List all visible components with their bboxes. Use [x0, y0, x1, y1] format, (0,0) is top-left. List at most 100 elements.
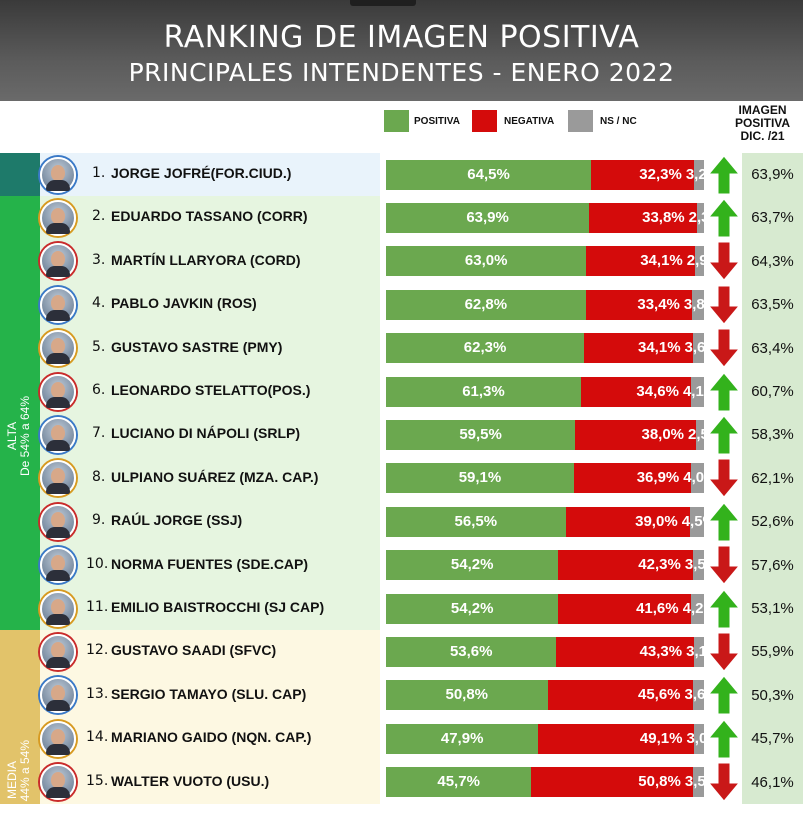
negativa-value-label: 34,1% — [638, 339, 681, 357]
stacked-bar: 63,9% 33,8%2,3% — [386, 203, 704, 234]
bar-segment-positiva — [386, 767, 532, 798]
mayor-name: EDUARDO TASSANO (CORR) — [111, 208, 308, 225]
nsnc-value-label: 3,6% — [684, 339, 704, 357]
trend-down-arrow-icon — [708, 458, 740, 499]
avatar-face — [51, 555, 65, 572]
bar-segment-negativa — [547, 680, 693, 711]
bar-segment-negativa — [575, 420, 697, 451]
bar-segment-nsnc — [694, 723, 704, 754]
negativa-value-label: 38,0% — [641, 426, 685, 444]
rank-number: 2. — [92, 208, 106, 225]
mayor-name: EMILIO BAISTROCCHI (SJ CAP) — [111, 599, 325, 615]
previous-value: 53,1% — [742, 587, 803, 631]
nsnc-value-label: 4,0% — [683, 469, 704, 487]
trend-up-arrow-icon — [708, 502, 740, 542]
trend-up-arrow-icon — [708, 154, 740, 195]
stacked-bar: 64,5% 32,3%3,2% — [386, 159, 704, 190]
rank-number: 12. — [86, 642, 109, 659]
bar-segment-positiva — [386, 463, 574, 494]
bar-segment-negativa — [585, 289, 692, 320]
avatar-shoulders — [46, 613, 70, 625]
ranking-row: 7. LUCIANO DI NÁPOLI (SRLP) 59,5% 38,0%2,5%… — [0, 413, 803, 457]
rank-number: 10. — [86, 555, 109, 572]
avatar-shoulders — [46, 353, 70, 365]
rank-number: 7. — [92, 425, 106, 442]
bar-segment-nsnc — [691, 289, 704, 320]
nsnc-value-label: 3,5% — [684, 556, 704, 574]
group-band-media — [0, 630, 40, 804]
previous-value: 64,3% — [742, 239, 803, 284]
stacked-bar: 62,8% 33,4%3,8% — [386, 289, 704, 320]
bar-segment-negativa — [531, 767, 693, 798]
bar-segment-negativa — [580, 376, 691, 407]
avatar — [40, 634, 76, 671]
bar-segment-positiva — [386, 637, 557, 668]
avatar-face — [51, 338, 65, 355]
bar-segment-positiva — [386, 246, 587, 277]
nsnc-value-label: 3,0% — [686, 729, 704, 747]
rank-number: 6. — [92, 382, 106, 398]
avatar — [40, 590, 76, 627]
bar-segment-nsnc — [692, 333, 704, 364]
bar-segment-negativa — [586, 246, 695, 277]
stacked-bar: 54,2% 42,3%3,5% — [386, 550, 704, 581]
bar-segment-positiva — [386, 203, 590, 234]
stacked-bar: 59,1% 36,9%4,0% — [386, 463, 704, 494]
avatar-face — [51, 381, 65, 398]
stacked-bar: 62,3% 34,1%3,6% — [386, 333, 704, 364]
group-background-alta — [40, 196, 380, 631]
mayor-name: JORGE JOFRÉ(FOR.CIUD.) — [111, 165, 292, 181]
avatar-face — [51, 511, 65, 528]
rank-number: 14. — [86, 729, 109, 746]
negativa-value-label: 43,3% — [639, 643, 683, 661]
positiva-value-label: 59,5% — [459, 426, 502, 444]
nsnc-value-label: 3,5% — [684, 773, 704, 791]
legend-swatch-negativa — [472, 110, 497, 132]
bar-segment-nsnc — [692, 550, 704, 581]
bar-segment-nsnc — [689, 506, 704, 537]
negativa-value-label: 50,8% — [638, 773, 681, 791]
negativa-value-label: 33,4% — [637, 295, 680, 313]
negativa-value-label: 34,6% — [636, 382, 679, 400]
nsnc-value-label: 3,8% — [683, 295, 704, 313]
mayor-name: NORMA FUENTES (SDE.CAP) — [111, 555, 309, 572]
avatar-face — [51, 164, 65, 181]
avatar-shoulders — [46, 309, 70, 321]
bar-segment-negativa — [558, 593, 691, 624]
avatar-face — [51, 251, 65, 268]
negativa-value-label: 42,3% — [638, 556, 681, 574]
legend-label-negativa: NEGATIVA — [504, 116, 555, 127]
ranking-row: 5. GUSTAVO SASTRE (PMY) 62,3% 34,1%3,6% 63,4… — [0, 326, 803, 370]
bar-segment-positiva — [386, 506, 566, 537]
mayor-name: WALTER VUOTO (USU.) — [111, 772, 270, 789]
arrow-shape — [708, 545, 740, 586]
ranking-row: 14. MARIANO GAIDO (NQN. CAP.) 47,9% 49,1% 3,… — [0, 717, 803, 761]
previous-column-header: IMAGEN POSITIVA DIC. /21 — [722, 104, 803, 143]
bar-segment-positiva — [386, 550, 559, 581]
previous-header-line-2: POSITIVA — [734, 116, 791, 130]
trend-down-arrow-icon — [708, 762, 740, 803]
mayor-name: SERGIO TAMAYO (SLU. CAP) — [111, 685, 307, 702]
bar-segment-positiva — [386, 159, 592, 190]
positiva-value-label: 56,5% — [454, 512, 498, 530]
nsnc-value-label: 2,3% — [688, 209, 704, 227]
nsnc-value-label: 4,2% — [682, 599, 704, 617]
mayor-name: LUCIANO DI NÁPOLI (SRLP) — [111, 425, 300, 442]
avatar-shoulders — [46, 700, 70, 712]
ranking-row: 8. ULPIANO SUÁREZ (MZA. CAP.) 59,1% 36,9% 4,… — [0, 456, 803, 501]
trend-down-arrow-icon — [708, 241, 740, 282]
avatar-face — [51, 294, 65, 311]
positiva-value-label: 50,8% — [445, 686, 489, 704]
arrow-shape — [708, 241, 740, 282]
trend-up-arrow-icon — [708, 415, 740, 455]
negativa-value-label: 39,0% — [635, 512, 678, 530]
rank-number: 4. — [92, 295, 106, 312]
avatar-shoulders — [46, 743, 70, 755]
positiva-value-label: 61,3% — [462, 382, 505, 400]
trend-up-arrow-icon — [708, 588, 740, 629]
positiva-value-label: 54,2% — [450, 556, 494, 574]
nsnc-value-label: 3,1% — [686, 643, 704, 661]
bar-segment-negativa — [558, 550, 693, 581]
avatar-shoulders — [46, 396, 70, 408]
stacked-bar: 50,8% 45,6%3,6% — [386, 680, 704, 711]
